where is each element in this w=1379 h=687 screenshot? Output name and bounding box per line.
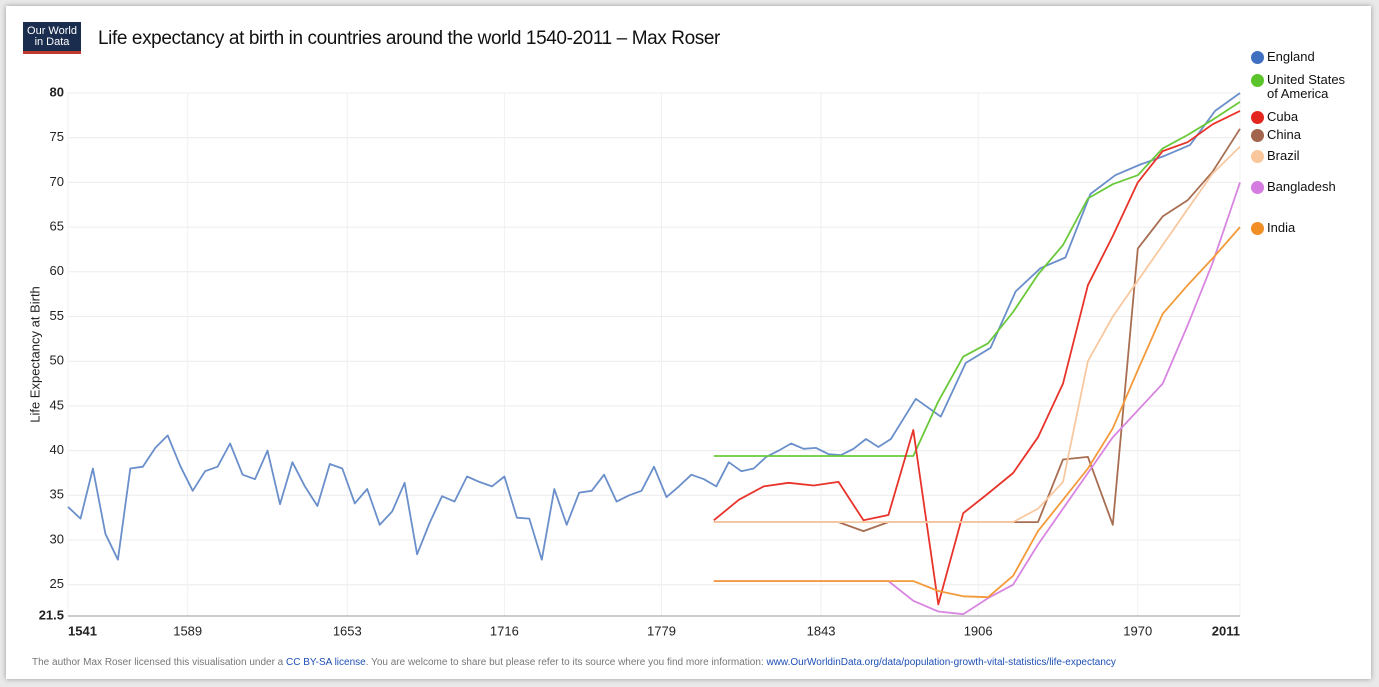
x-tick-label: 2011 xyxy=(1212,623,1240,638)
legend-label: England xyxy=(1267,49,1315,64)
x-tick-label: 1843 xyxy=(807,623,836,638)
frame: Our World in Data Life expectancy at bir… xyxy=(6,6,1371,679)
source-link[interactable]: www.OurWorldinData.org/data/population-g… xyxy=(766,657,1116,668)
y-tick-label: 55 xyxy=(50,308,64,323)
y-tick-label: 75 xyxy=(50,129,64,144)
footer-text: . You are welcome to share but please re… xyxy=(365,657,767,668)
legend-marker xyxy=(1251,222,1264,235)
x-tick-label: 1779 xyxy=(647,623,676,638)
legend-label: Bangladesh xyxy=(1267,179,1336,194)
legend-marker xyxy=(1251,111,1264,124)
logo: Our World in Data xyxy=(23,22,81,54)
license-link[interactable]: CC BY-SA license xyxy=(286,657,366,668)
legend-marker xyxy=(1251,181,1264,194)
footer-text: The author Max Roser licensed this visua… xyxy=(32,657,287,668)
legend-label: India xyxy=(1267,220,1296,235)
y-tick-label: 80 xyxy=(50,84,64,99)
chart: 21.5 25 30 35 40 45 50 55 60 65 70 75 80 1541 1589 1653… xyxy=(27,84,1241,638)
y-tick-label: 50 xyxy=(50,353,64,368)
y-tick-label: 65 xyxy=(50,219,64,234)
legend-label: Cuba xyxy=(1267,109,1299,124)
legend-marker xyxy=(1251,129,1264,142)
y-tick-label: 45 xyxy=(50,397,64,412)
series-line xyxy=(713,145,1241,523)
x-tick-label: 1541 xyxy=(68,623,97,638)
footer: The author Max Roser licensed this visua… xyxy=(32,657,1116,668)
legend-label: China xyxy=(1267,127,1301,142)
legend-marker xyxy=(1251,150,1264,163)
y-tick-label: 30 xyxy=(50,531,64,546)
legend-marker xyxy=(1251,74,1264,87)
x-tick-label: 1970 xyxy=(1123,623,1152,638)
x-tick-label: 1589 xyxy=(173,623,202,638)
x-tick-label: 1906 xyxy=(964,623,993,638)
series-line xyxy=(67,92,1241,561)
series-line xyxy=(713,128,1241,532)
legend-label: United States of America xyxy=(1267,72,1346,101)
y-axis-label: Life Expectancy at Birth xyxy=(27,286,42,423)
y-tick-label: 60 xyxy=(50,263,64,278)
y-tick-label: 21.5 xyxy=(39,607,64,622)
y-tick-label: 40 xyxy=(50,442,64,457)
chart-title: Life expectancy at birth in countries ar… xyxy=(98,28,720,49)
legend-marker xyxy=(1251,51,1264,64)
x-tick-label: 1653 xyxy=(333,623,362,638)
legend-label: Brazil xyxy=(1267,148,1300,163)
y-tick-label: 25 xyxy=(50,576,64,591)
series-line xyxy=(713,101,1241,457)
y-tick-label: 35 xyxy=(50,487,64,502)
x-tick-label: 1716 xyxy=(490,623,519,638)
y-tick-label: 70 xyxy=(50,174,64,189)
series-line xyxy=(713,226,1241,599)
series-line xyxy=(713,110,1241,606)
